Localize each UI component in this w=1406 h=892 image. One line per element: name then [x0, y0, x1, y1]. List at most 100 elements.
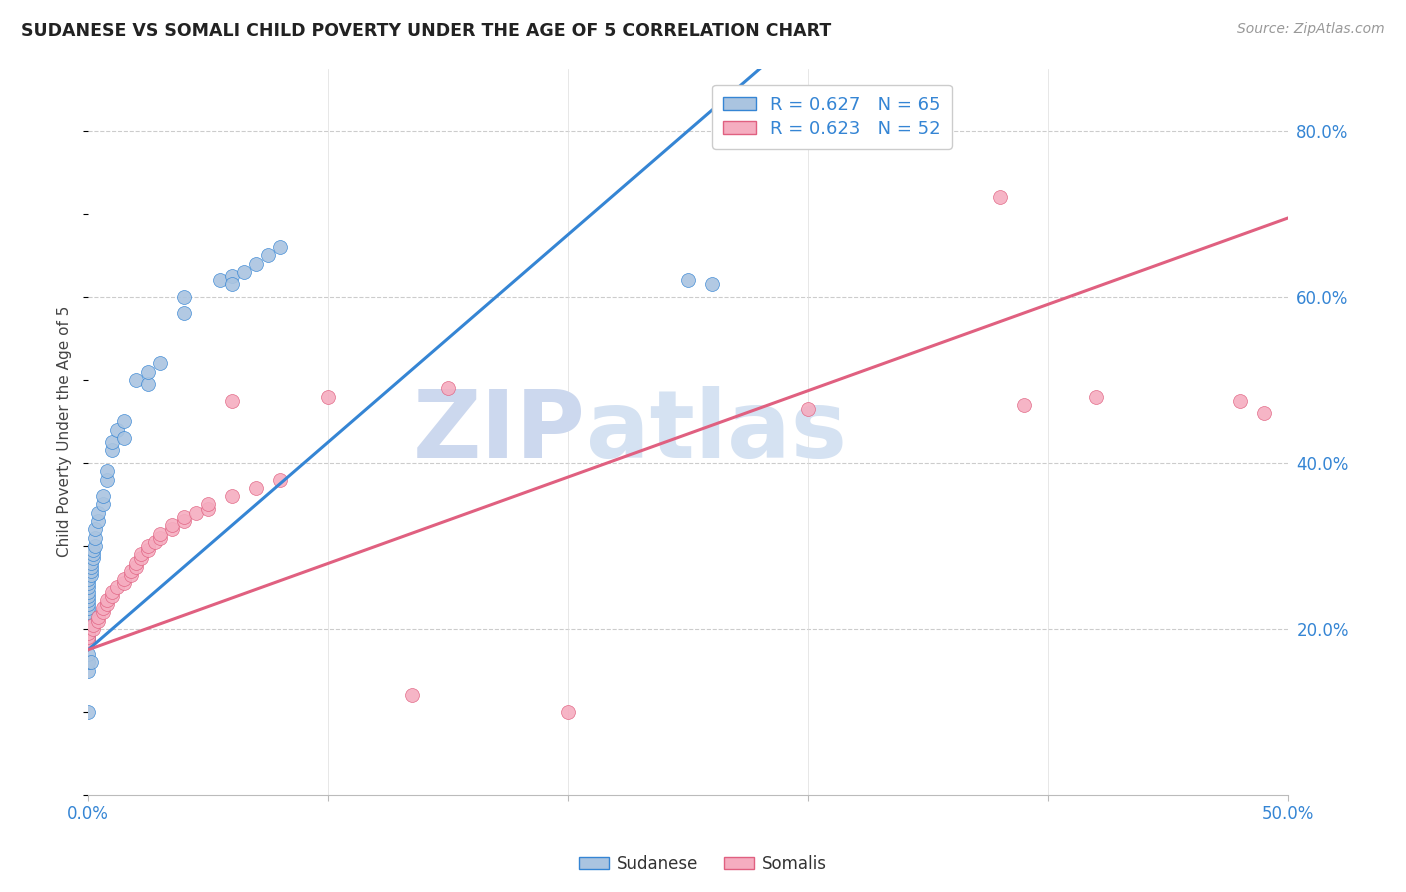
Point [77, 593, 100, 607]
Point [197, 501, 219, 516]
Point [77, 589, 100, 603]
Point [221, 269, 243, 284]
Point [149, 526, 172, 541]
Point [245, 257, 267, 271]
Point [82, 543, 104, 558]
Point [112, 576, 135, 591]
Point [77, 655, 100, 669]
Point [77, 634, 100, 648]
Point [77, 630, 100, 644]
Point [112, 572, 135, 586]
Point [125, 556, 148, 570]
Point [77, 705, 100, 719]
Point [1253, 406, 1275, 420]
Point [129, 547, 152, 561]
Point [112, 414, 135, 428]
Legend: Sudanese, Somalis: Sudanese, Somalis [572, 848, 834, 880]
Point [101, 443, 124, 458]
Point [77, 609, 100, 624]
Point [125, 373, 148, 387]
Point [79, 559, 101, 574]
Text: atlas: atlas [586, 386, 846, 478]
Point [129, 551, 152, 566]
Point [77, 647, 100, 661]
Point [101, 589, 124, 603]
Point [173, 509, 195, 524]
Point [79, 655, 101, 669]
Point [136, 539, 159, 553]
Point [77, 626, 100, 640]
Point [77, 601, 100, 615]
Point [82, 551, 104, 566]
Point [84, 531, 107, 545]
Point [77, 581, 100, 595]
Point [91, 601, 114, 615]
Point [91, 498, 114, 512]
Point [136, 377, 159, 392]
Point [269, 240, 291, 254]
Point [988, 190, 1011, 204]
Point [186, 506, 208, 520]
Point [149, 531, 172, 545]
Point [160, 518, 183, 533]
Point [82, 622, 104, 636]
Text: Source: ZipAtlas.com: Source: ZipAtlas.com [1237, 22, 1385, 37]
Point [221, 277, 243, 292]
Point [257, 248, 280, 262]
Text: SUDANESE VS SOMALI CHILD POVERTY UNDER THE AGE OF 5 CORRELATION CHART: SUDANESE VS SOMALI CHILD POVERTY UNDER T… [21, 22, 831, 40]
Point [82, 617, 104, 632]
Point [77, 664, 100, 678]
Point [120, 568, 142, 582]
Point [77, 576, 100, 591]
Point [105, 423, 128, 437]
Point [101, 435, 124, 450]
Point [77, 606, 100, 620]
Point [173, 306, 195, 320]
Point [87, 614, 110, 628]
Point [77, 584, 100, 599]
Y-axis label: Child Poverty Under the Age of 5: Child Poverty Under the Age of 5 [58, 306, 72, 558]
Point [209, 273, 232, 287]
Point [136, 365, 159, 379]
Point [77, 614, 100, 628]
Point [79, 568, 101, 582]
Point [233, 265, 256, 279]
Point [1229, 393, 1251, 408]
Point [1012, 398, 1035, 412]
Point [84, 522, 107, 536]
Point [96, 464, 118, 478]
Point [87, 514, 110, 528]
Point [77, 626, 100, 640]
Point [79, 556, 101, 570]
Point [197, 498, 219, 512]
Point [82, 547, 104, 561]
Point [557, 705, 579, 719]
Point [160, 522, 183, 536]
Point [149, 356, 172, 370]
Point [84, 539, 107, 553]
Point [676, 273, 699, 287]
Point [173, 290, 195, 304]
Point [700, 277, 723, 292]
Point [96, 473, 118, 487]
Point [77, 634, 100, 648]
Point [77, 622, 100, 636]
Point [125, 559, 148, 574]
Point [269, 473, 291, 487]
Point [401, 689, 423, 703]
Point [91, 489, 114, 503]
Point [437, 381, 460, 395]
Point [79, 564, 101, 578]
Point [136, 543, 159, 558]
Point [77, 617, 100, 632]
Point [77, 597, 100, 611]
Point [221, 393, 243, 408]
Point [101, 584, 124, 599]
Point [87, 506, 110, 520]
Point [245, 481, 267, 495]
Point [120, 564, 142, 578]
Point [87, 609, 110, 624]
Point [77, 630, 100, 644]
Point [105, 581, 128, 595]
Point [316, 390, 339, 404]
